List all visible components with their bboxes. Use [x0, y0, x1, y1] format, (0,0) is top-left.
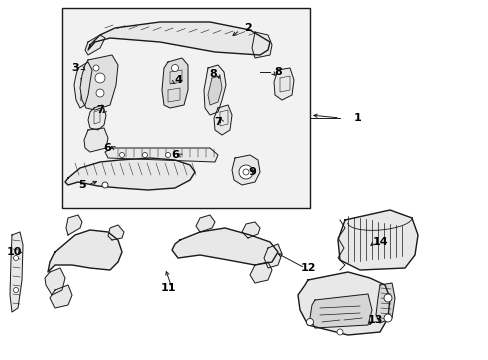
Circle shape	[165, 153, 170, 158]
Polygon shape	[10, 232, 23, 312]
Polygon shape	[214, 105, 231, 135]
Polygon shape	[105, 148, 218, 162]
Circle shape	[239, 165, 252, 179]
Text: 2: 2	[244, 23, 251, 33]
Text: 14: 14	[371, 237, 387, 247]
Text: 12: 12	[300, 263, 315, 273]
Polygon shape	[203, 65, 225, 115]
Polygon shape	[231, 155, 260, 185]
Circle shape	[383, 314, 391, 322]
Polygon shape	[249, 262, 271, 283]
Text: 10: 10	[6, 247, 21, 257]
Text: 9: 9	[247, 167, 255, 177]
Polygon shape	[66, 215, 82, 235]
Text: 4: 4	[174, 75, 182, 85]
Polygon shape	[48, 230, 122, 272]
Text: 6: 6	[103, 143, 111, 153]
Circle shape	[243, 169, 248, 175]
Text: 6: 6	[171, 150, 179, 160]
Polygon shape	[309, 294, 371, 328]
Polygon shape	[162, 58, 187, 108]
Polygon shape	[207, 76, 222, 105]
Text: 5: 5	[78, 180, 85, 190]
Circle shape	[95, 73, 105, 83]
Polygon shape	[242, 222, 260, 238]
Polygon shape	[375, 283, 394, 323]
Bar	[62, 8, 309, 208]
Circle shape	[102, 182, 108, 188]
Polygon shape	[84, 128, 108, 152]
Text: 11: 11	[160, 283, 175, 293]
Text: 1: 1	[353, 113, 361, 123]
Circle shape	[14, 256, 19, 261]
Polygon shape	[50, 285, 72, 308]
Circle shape	[171, 64, 178, 72]
Polygon shape	[85, 35, 105, 55]
Polygon shape	[251, 32, 271, 58]
Polygon shape	[88, 105, 106, 130]
Circle shape	[96, 89, 104, 97]
Polygon shape	[273, 68, 293, 100]
Text: 13: 13	[366, 315, 382, 325]
Circle shape	[306, 319, 313, 325]
Polygon shape	[74, 62, 92, 108]
Polygon shape	[80, 55, 118, 110]
Polygon shape	[297, 272, 389, 335]
Polygon shape	[88, 22, 269, 55]
Circle shape	[383, 294, 391, 302]
Text: 7: 7	[214, 117, 222, 127]
Polygon shape	[264, 244, 282, 268]
Text: 8: 8	[274, 67, 281, 77]
Polygon shape	[172, 228, 278, 265]
Circle shape	[336, 329, 342, 335]
Polygon shape	[65, 158, 195, 190]
Circle shape	[119, 153, 124, 158]
Circle shape	[142, 153, 147, 158]
Text: 8: 8	[209, 69, 217, 79]
Text: 3: 3	[71, 63, 79, 73]
Polygon shape	[196, 215, 215, 232]
Polygon shape	[337, 210, 417, 270]
Circle shape	[14, 288, 19, 292]
Text: 7: 7	[96, 105, 103, 115]
Polygon shape	[108, 225, 124, 240]
Polygon shape	[45, 268, 65, 295]
Circle shape	[93, 65, 99, 71]
